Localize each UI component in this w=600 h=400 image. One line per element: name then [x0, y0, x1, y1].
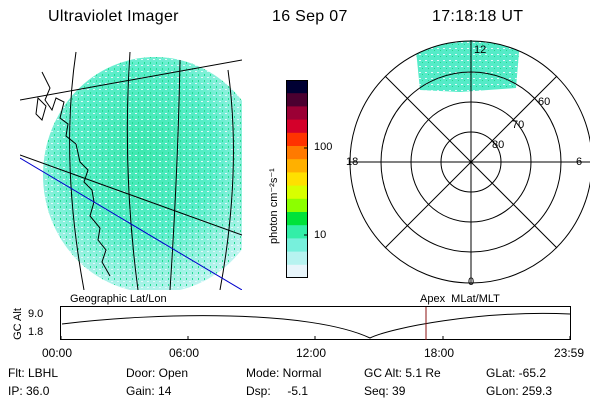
mlt-label-12: 12 — [474, 44, 487, 56]
status-dsp: Dsp: -5.1 — [246, 384, 309, 398]
status-gain: Gain: 14 — [126, 384, 172, 398]
colorbar-stripe — [286, 238, 308, 253]
mlt-label-0: 0 — [468, 276, 475, 288]
timeline-y-tick-max: 9.0 — [28, 308, 44, 320]
colorbar-stripe — [286, 93, 308, 107]
geographic-projection-label: Geographic Lat/Lon — [70, 293, 167, 305]
timeline-x-tick-1800: 18:00 — [424, 346, 455, 360]
colorbar-stripe — [286, 198, 308, 213]
timeline-x-tick-0600: 06:00 — [169, 346, 200, 360]
mlat-label-70: 70 — [512, 119, 525, 131]
colorbar-stripe — [286, 119, 308, 134]
colorbar-stripe — [286, 80, 308, 94]
timeline-x-tick-0000: 00:00 — [42, 346, 73, 360]
status-door: Door: Open — [126, 366, 189, 380]
colorbar-stripe — [286, 264, 308, 278]
timeline-x-tick-2359: 23:59 — [554, 346, 585, 360]
colorbar-unit-label: photon cm⁻²s⁻¹ — [268, 168, 280, 244]
mlt-label-18: 18 — [346, 156, 359, 168]
apex-projection-label: Apex MLat/MLT — [420, 293, 500, 305]
mlt-label-6: 6 — [576, 156, 583, 168]
colorbar-stripe — [286, 146, 308, 160]
status-mode: Mode: Normal — [246, 366, 322, 380]
status-filter: Flt: LBHL — [8, 366, 59, 380]
mlat-label-60: 60 — [538, 96, 551, 108]
geographic-image — [20, 51, 242, 290]
colorbar-stripe — [286, 132, 308, 147]
colorbar-tick-100: 100 — [314, 141, 333, 153]
instrument-title: Ultraviolet Imager — [48, 8, 179, 25]
colorbar-stripe — [286, 251, 308, 266]
colorbar-stripe — [286, 212, 308, 226]
colorbar-stripe — [286, 225, 308, 239]
colorbar-stripe — [286, 185, 308, 200]
timeline-y-tick-min: 1.8 — [28, 326, 44, 338]
status-ip: IP: 36.0 — [8, 384, 50, 398]
altitude-timeline — [60, 306, 571, 340]
status-seq: Seq: 39 — [364, 384, 406, 398]
colorbar — [286, 80, 308, 278]
timeline-x-tick-1200: 12:00 — [296, 346, 327, 360]
status-glat: GLat: -65.2 — [486, 366, 547, 380]
time-label: 17:18:18 UT — [432, 8, 524, 25]
status-gc-alt: GC Alt: 5.1 Re — [364, 366, 441, 380]
date-label: 16 Sep 07 — [272, 8, 348, 25]
status-glon: GLon: 259.3 — [486, 384, 553, 398]
colorbar-stripe — [286, 172, 308, 187]
colorbar-tick-10: 10 — [314, 229, 327, 241]
polar-plot — [349, 40, 590, 284]
colorbar-stripe — [286, 159, 308, 173]
timeline-y-axis-label: GC Alt — [12, 308, 24, 340]
colorbar-stripe — [286, 106, 308, 121]
mlat-label-80: 80 — [492, 139, 505, 151]
